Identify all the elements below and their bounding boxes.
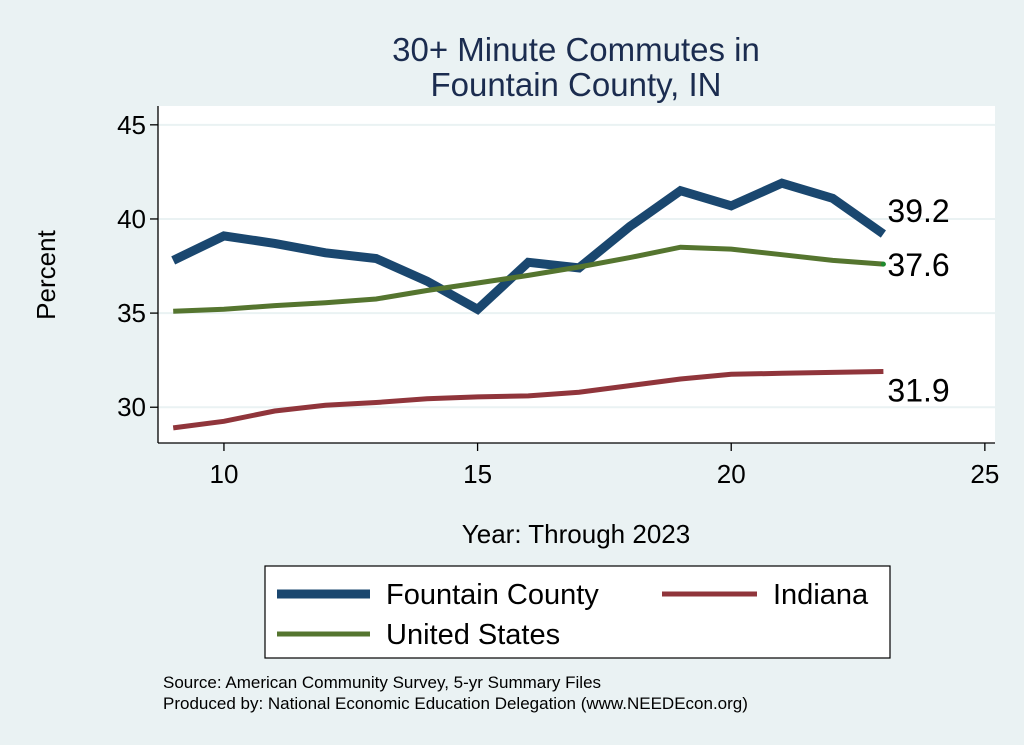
end-label-indiana: 31.9 — [887, 372, 949, 408]
y-tick-label-40: 40 — [117, 204, 146, 234]
series-line-united-states — [173, 244, 884, 314]
end-label-fountain-county: 39.2 — [887, 193, 949, 229]
x-tick-label-10: 10 — [209, 459, 238, 489]
source-note: Source: American Community Survey, 5-yr … — [163, 673, 601, 692]
y-tick-label-35: 35 — [117, 298, 146, 328]
y-tick-label-30: 30 — [117, 392, 146, 422]
y-axis-label: Percent — [31, 229, 61, 319]
y-ticks: 30 35 40 45 — [117, 110, 158, 422]
end-marker-united-states — [880, 261, 886, 267]
series-line-indiana — [172, 369, 884, 431]
series-line-fountain-county — [171, 178, 886, 315]
series-lines — [171, 178, 886, 431]
x-tick-label-25: 25 — [970, 459, 999, 489]
legend: Fountain County Indiana United States — [264, 565, 891, 659]
axes — [157, 106, 995, 444]
y-tick-label-45: 45 — [117, 110, 146, 140]
x-tick-label-20: 20 — [717, 459, 746, 489]
end-labels: 39.2 37.6 31.9 — [887, 193, 949, 408]
x-tick-label-15: 15 — [463, 459, 492, 489]
x-ticks: 10 15 20 25 — [209, 443, 999, 489]
plot-area — [158, 106, 995, 443]
legend-label-fountain-county: Fountain County — [386, 579, 599, 611]
legend-box — [264, 565, 891, 659]
x-axis-label: Year: Through 2023 — [462, 519, 690, 549]
legend-label-indiana: Indiana — [773, 579, 869, 611]
legend-label-united-states: United States — [386, 619, 560, 651]
chart-title-line-2: Fountain County, IN — [430, 66, 721, 103]
end-label-united-states: 37.6 — [887, 247, 949, 283]
producer-note: Produced by: National Economic Education… — [163, 694, 748, 713]
chart-title-line-1: 30+ Minute Commutes in — [392, 31, 760, 68]
